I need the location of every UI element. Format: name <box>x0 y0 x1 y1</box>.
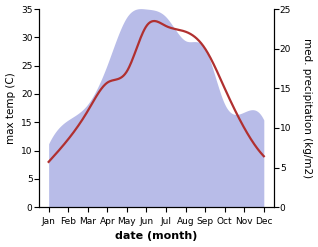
Y-axis label: max temp (C): max temp (C) <box>5 72 16 144</box>
X-axis label: date (month): date (month) <box>115 231 197 242</box>
Y-axis label: med. precipitation (kg/m2): med. precipitation (kg/m2) <box>302 38 313 178</box>
